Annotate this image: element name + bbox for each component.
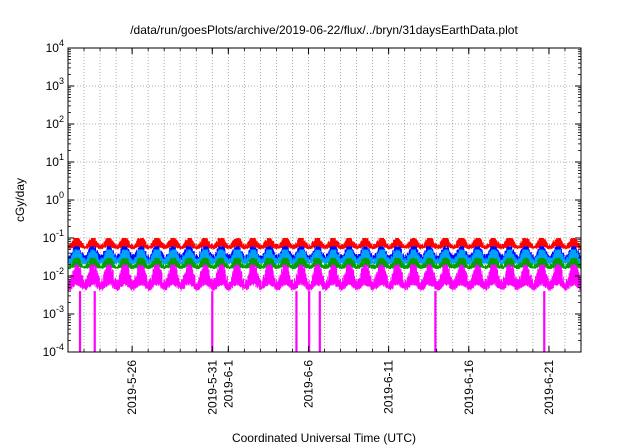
y-tick-label: 100 [46, 190, 64, 207]
y-tick-label: 10-3 [43, 304, 64, 321]
x-axis-label: Coordinated Universal Time (UTC) [232, 431, 416, 445]
axis-ticks: 10-4 10-3 10-2 10-1 100 101 102 103 104 2019-5-26… [43, 38, 581, 415]
x-tick-label: 2019-6-16 [462, 360, 476, 415]
chart-title: /data/run/goesPlots/archive/2019-06-22/f… [130, 23, 518, 37]
x-tick-label: 2019-6-11 [382, 360, 396, 414]
y-axis-label: cGy/day [13, 178, 27, 222]
y-tick-label: 101 [46, 152, 64, 169]
series-dropouts [78, 291, 546, 352]
x-tick-label: 2019-5-26 [125, 360, 139, 415]
x-tick-label: 2019-5-31 [205, 360, 219, 415]
grid [68, 48, 581, 352]
x-tick-label: 2019-6-21 [542, 360, 556, 415]
x-tick-label: 2019-6-6 [301, 360, 315, 408]
y-tick-label: 103 [46, 76, 64, 93]
y-tick-label: 10-2 [43, 266, 64, 283]
y-tick-label: 104 [46, 38, 64, 55]
y-tick-label: 102 [46, 114, 64, 131]
x-tick-label: 2019-6-1 [221, 360, 235, 408]
y-tick-label: 10-4 [43, 342, 64, 359]
series-group [67, 238, 582, 352]
y-tick-label: 10-1 [43, 228, 64, 245]
